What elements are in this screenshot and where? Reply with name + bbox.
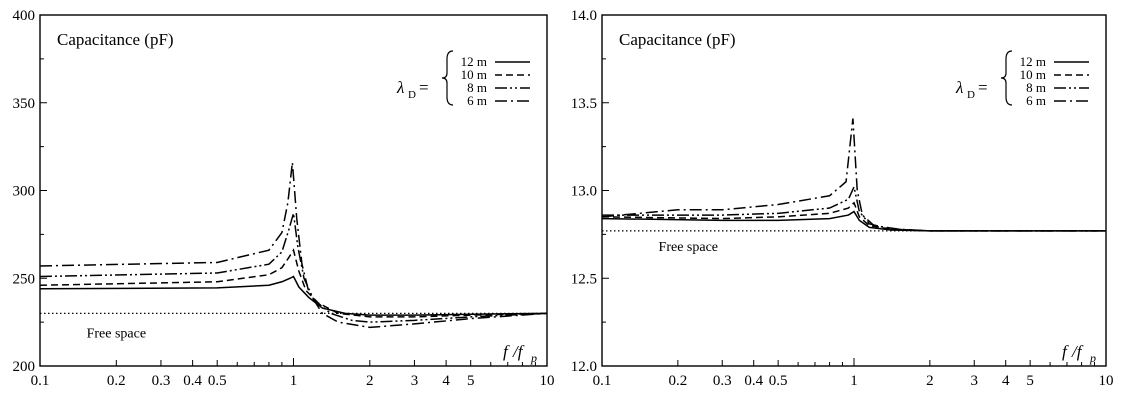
chart-title: Capacitance (pF)	[57, 30, 174, 49]
legend-label: 8 m	[1026, 80, 1046, 95]
x-tick-label: 0.2	[668, 373, 687, 389]
x-tick-label: 0.5	[208, 373, 227, 389]
y-tick-label: 250	[13, 271, 36, 287]
x-tick-label: 2	[366, 373, 374, 389]
x-tick-label: 4	[442, 373, 450, 389]
x-tick-label: 2	[926, 373, 934, 389]
series-line-6m	[601, 118, 1106, 232]
x-tick-label: 0.1	[593, 373, 612, 389]
x-tick-label: 10	[540, 373, 555, 389]
legend-brace	[1000, 50, 1013, 106]
legend-label: 6 m	[467, 93, 487, 108]
series-line-12m	[39, 275, 548, 316]
legend-label: 6 m	[1026, 93, 1046, 108]
x-tick-label: 0.5	[769, 373, 788, 389]
series-line-6m	[39, 162, 548, 329]
legend-equals: =	[978, 78, 988, 97]
legend-lambda-sub: D	[967, 89, 975, 101]
free-space-label: Free space	[659, 240, 718, 255]
series-line-10m	[39, 248, 548, 318]
x-tick-label: 1	[290, 373, 298, 389]
y-tick-label: 12.5	[571, 271, 597, 287]
legend-lambda: λ	[396, 78, 404, 97]
x-tick-label: 0.3	[152, 373, 171, 389]
legend-label: 10 m	[461, 67, 487, 82]
x-tick-label: 5	[1026, 373, 1034, 389]
legend-lambda: λ	[955, 78, 963, 97]
x-tick-label: 0.1	[31, 373, 50, 389]
legend-label: 10 m	[1020, 67, 1046, 82]
legend: λ D = 12 m10 m8 m6 m	[955, 50, 1089, 108]
y-tick-label: 200	[13, 359, 36, 375]
legend-equals: =	[419, 78, 429, 97]
y-tick-label: 350	[13, 96, 36, 112]
series-line-8m	[602, 184, 1106, 232]
x-axis-label-sub: p	[1089, 351, 1096, 365]
x-axis-label-sep: /f	[1071, 342, 1084, 361]
legend-label: 8 m	[467, 80, 487, 95]
y-tick-label: 13.5	[571, 96, 597, 112]
x-tick-label: 10	[1099, 373, 1114, 389]
x-tick-label: 5	[467, 373, 475, 389]
x-axis-label-sep: /f	[512, 342, 525, 361]
legend-label: 12 m	[461, 54, 487, 69]
x-axis-label: f/f p	[1062, 342, 1096, 365]
x-axis-label-base: f	[503, 342, 510, 361]
x-axis-label-sub: p	[530, 351, 537, 365]
x-axis-label: f/f p	[503, 342, 537, 365]
legend-lambda-sub: D	[408, 89, 416, 101]
chart-title: Capacitance (pF)	[619, 30, 736, 49]
x-tick-label: 0.3	[713, 373, 732, 389]
y-tick-label: 400	[13, 8, 36, 24]
x-tick-label: 3	[970, 373, 978, 389]
chart-panel-1: 0.1 0.2 0.3 0.4 0.5 1 2 3 4 5 10 200 250 300 350 400 Cap…	[13, 8, 555, 389]
y-tick-label: 300	[13, 184, 36, 200]
x-tick-label: 1	[850, 373, 858, 389]
legend-label: 12 m	[1020, 54, 1046, 69]
legend: λ D = 12 m10 m8 m6 m	[396, 50, 530, 108]
legend-brace	[441, 50, 454, 106]
y-tick-label: 14.0	[571, 8, 597, 24]
x-tick-label: 0.4	[183, 373, 202, 389]
series-line-12m	[601, 210, 1106, 232]
x-tick-label: 0.4	[744, 373, 763, 389]
x-tick-label: 3	[411, 373, 419, 389]
y-tick-label: 12.0	[571, 359, 597, 375]
x-tick-label: 4	[1002, 373, 1010, 389]
x-tick-label: 0.2	[107, 373, 126, 389]
chart-panel-2: 0.1 0.2 0.3 0.4 0.5 1 2 3 4 5 10 12.0 12.5 13.0 13.5 14…	[571, 8, 1114, 389]
series-line-10m	[601, 201, 1106, 232]
y-tick-label: 13.0	[571, 184, 597, 200]
series-line-8m	[39, 213, 548, 323]
x-axis-label-base: f	[1062, 342, 1069, 361]
free-space-label: Free space	[87, 326, 146, 341]
